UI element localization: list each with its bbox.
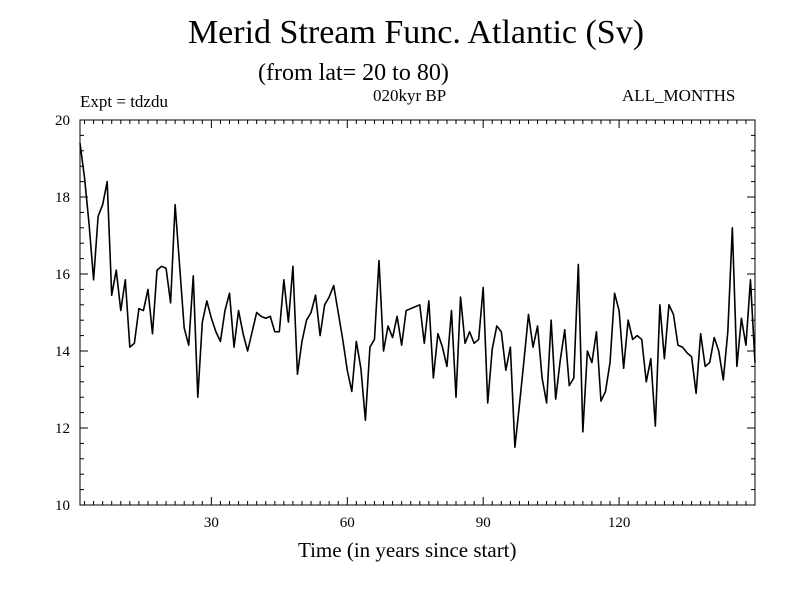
x-tick-label: 30 [204, 515, 219, 531]
x-tick-label: 90 [476, 515, 491, 531]
plot-frame [79, 119, 756, 506]
months-label: ALL_MONTHS [622, 86, 736, 105]
experiment-label: Expt = tdzdu [80, 92, 168, 111]
period-label: 020kyr BP [373, 86, 447, 105]
series-line [79, 142, 756, 449]
chart-title: Merid Stream Func. Atlantic (Sv) [187, 14, 645, 51]
y-tick-label: 20 [55, 113, 70, 129]
y-tick-label: 16 [55, 267, 71, 283]
y-tick-label: 18 [55, 190, 70, 206]
y-tick-label: 14 [55, 344, 71, 360]
y-tick-label: 10 [55, 498, 70, 514]
x-axis-label: Time (in years since start) [298, 538, 517, 562]
x-tick-label: 120 [608, 515, 631, 531]
y-tick-label: 12 [55, 421, 70, 437]
chart-subtitle: (from lat= 20 to 80) [258, 60, 449, 86]
x-tick-label: 60 [340, 515, 355, 531]
